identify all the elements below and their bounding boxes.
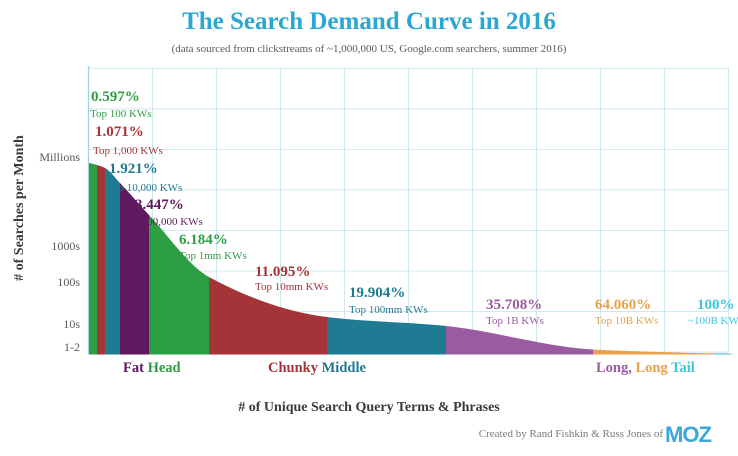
- svg-text:MOZ: MOZ: [665, 424, 711, 446]
